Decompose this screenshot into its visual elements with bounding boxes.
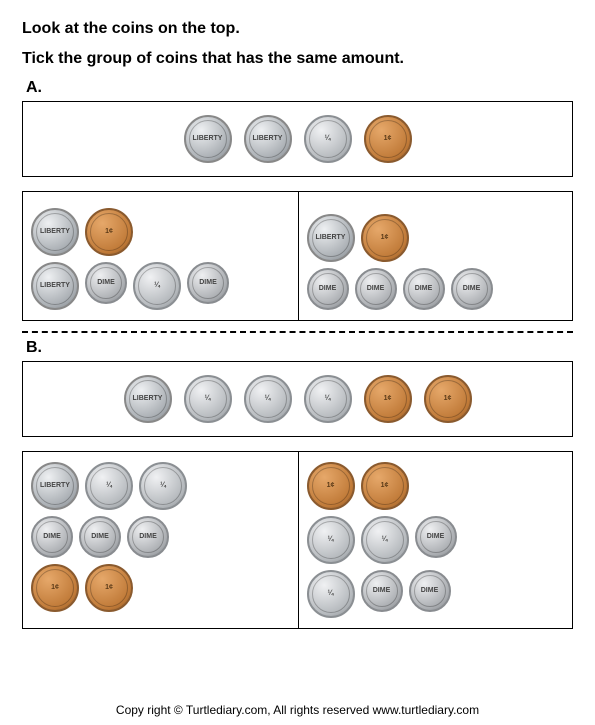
section-a-top: LIBERTYLIBERTY¼1¢ (22, 101, 573, 177)
coin-row: ¼DIMEDIME (307, 570, 565, 618)
penny-coin: 1¢ (361, 214, 409, 262)
instruction-line-2: Tick the group of coins that has the sam… (22, 48, 573, 70)
nickel-coin: LIBERTY (124, 375, 172, 423)
quarter-coin: ¼ (139, 462, 187, 510)
penny-coin: 1¢ (364, 115, 412, 163)
dime-coin: DIME (85, 262, 127, 304)
coin-row: LIBERTYDIME¼DIME (31, 262, 290, 310)
coin-row: LIBERTY¼¼ (31, 462, 290, 510)
section-a-label: A. (26, 79, 573, 97)
dime-coin: DIME (79, 516, 121, 558)
quarter-coin: ¼ (244, 375, 292, 423)
coin-row: ¼¼DIME (307, 516, 565, 564)
penny-coin: 1¢ (85, 208, 133, 256)
footer-text: Copy right © Turtlediary.com, All rights… (0, 703, 595, 717)
dime-coin: DIME (31, 516, 73, 558)
section-a-right[interactable]: LIBERTY1¢DIMEDIMEDIMEDIME (298, 191, 574, 321)
section-b-label: B. (26, 339, 573, 357)
divider (22, 331, 573, 333)
penny-coin: 1¢ (424, 375, 472, 423)
dime-coin: DIME (451, 268, 493, 310)
nickel-coin: LIBERTY (31, 208, 79, 256)
coin-row: LIBERTY1¢ (31, 208, 290, 256)
nickel-coin: LIBERTY (31, 462, 79, 510)
dime-coin: DIME (361, 570, 403, 612)
quarter-coin: ¼ (85, 462, 133, 510)
dime-coin: DIME (355, 268, 397, 310)
dime-coin: DIME (409, 570, 451, 612)
dime-coin: DIME (403, 268, 445, 310)
coin-row: 1¢1¢ (31, 564, 290, 612)
quarter-coin: ¼ (304, 115, 352, 163)
dime-coin: DIME (127, 516, 169, 558)
dime-coin: DIME (307, 268, 349, 310)
penny-coin: 1¢ (31, 564, 79, 612)
coin-row: DIMEDIMEDIME (31, 516, 290, 558)
coin-row: 1¢1¢ (307, 462, 565, 510)
quarter-coin: ¼ (304, 375, 352, 423)
penny-coin: 1¢ (364, 375, 412, 423)
section-b-right[interactable]: 1¢1¢¼¼DIME¼DIMEDIME (298, 451, 574, 629)
quarter-coin: ¼ (184, 375, 232, 423)
quarter-coin: ¼ (307, 570, 355, 618)
penny-coin: 1¢ (85, 564, 133, 612)
penny-coin: 1¢ (361, 462, 409, 510)
section-a-options: LIBERTY1¢LIBERTYDIME¼DIME LIBERTY1¢DIMED… (22, 191, 573, 321)
coin-row: DIMEDIMEDIMEDIME (307, 268, 565, 310)
nickel-coin: LIBERTY (31, 262, 79, 310)
section-b-options: LIBERTY¼¼DIMEDIMEDIME1¢1¢ 1¢1¢¼¼DIME¼DIM… (22, 451, 573, 629)
nickel-coin: LIBERTY (184, 115, 232, 163)
nickel-coin: LIBERTY (244, 115, 292, 163)
dime-coin: DIME (415, 516, 457, 558)
section-b-left[interactable]: LIBERTY¼¼DIMEDIMEDIME1¢1¢ (22, 451, 298, 629)
coin-row: LIBERTY1¢ (307, 214, 565, 262)
nickel-coin: LIBERTY (307, 214, 355, 262)
quarter-coin: ¼ (307, 516, 355, 564)
dime-coin: DIME (187, 262, 229, 304)
quarter-coin: ¼ (361, 516, 409, 564)
instruction-line-1: Look at the coins on the top. (22, 18, 573, 40)
section-a-left[interactable]: LIBERTY1¢LIBERTYDIME¼DIME (22, 191, 298, 321)
quarter-coin: ¼ (133, 262, 181, 310)
section-b-top: LIBERTY¼¼¼1¢1¢ (22, 361, 573, 437)
penny-coin: 1¢ (307, 462, 355, 510)
